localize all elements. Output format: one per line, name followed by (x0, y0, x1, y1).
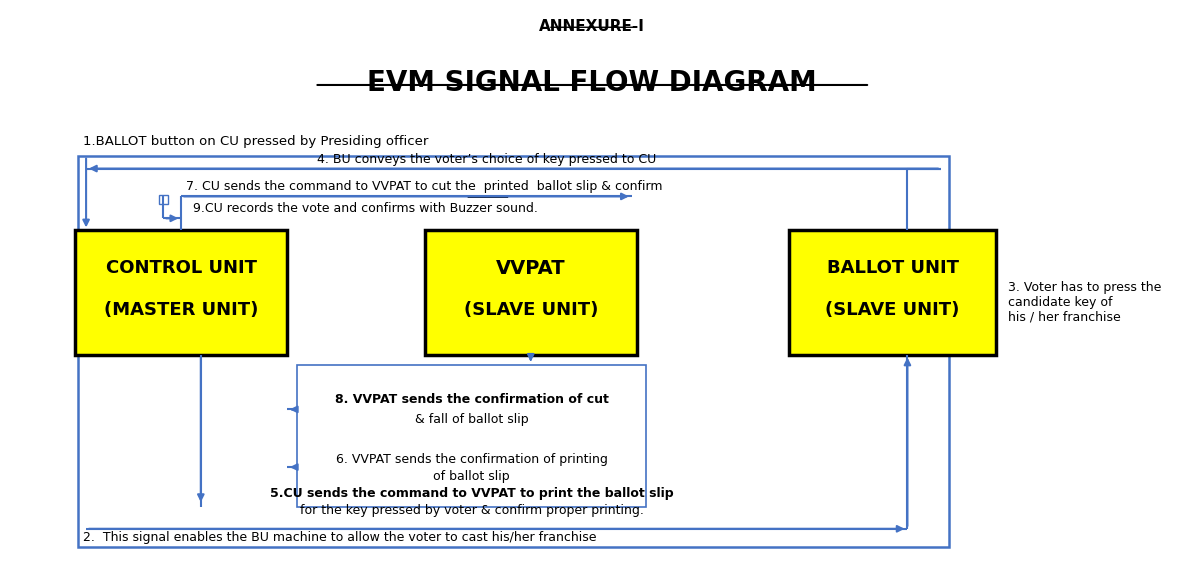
Bar (296, 365, 647, 507)
Text: & fall of ballot slip: & fall of ballot slip (415, 413, 528, 426)
Text: 2.  This signal enables the BU machine to allow the voter to cast his/her franch: 2. This signal enables the BU machine to… (83, 531, 596, 544)
Text: 8. VVPAT sends the confirmation of cut: 8. VVPAT sends the confirmation of cut (335, 393, 608, 406)
Text: VVPAT: VVPAT (496, 258, 565, 278)
Text: EVM SIGNAL FLOW DIAGRAM: EVM SIGNAL FLOW DIAGRAM (367, 69, 817, 97)
Bar (78, 156, 949, 547)
Bar (790, 230, 996, 354)
Bar (425, 230, 637, 354)
Bar (76, 230, 287, 354)
Text: 9.CU records the vote and confirms with Buzzer sound.: 9.CU records the vote and confirms with … (193, 203, 538, 215)
Text: ANNEXURE-I: ANNEXURE-I (539, 19, 646, 34)
Text: 4. BU conveys the voter’s choice of key pressed to CU: 4. BU conveys the voter’s choice of key … (317, 152, 655, 166)
Text: of ballot slip: of ballot slip (433, 469, 510, 483)
Text: (SLAVE UNIT): (SLAVE UNIT) (826, 301, 960, 319)
Text: 5.CU sends the command to VVPAT to print the ballot slip: 5.CU sends the command to VVPAT to print… (270, 488, 673, 501)
Bar (160, 195, 168, 204)
Text: 3. Voter has to press the
candidate key of
his / her franchise: 3. Voter has to press the candidate key … (1008, 281, 1162, 324)
Text: 7. CU sends the command to VVPAT to cut the  printed  ballot slip & confirm: 7. CU sends the command to VVPAT to cut … (186, 180, 662, 193)
Text: for the key pressed by voter & confirm proper printing.: for the key pressed by voter & confirm p… (300, 504, 643, 517)
Text: BALLOT UNIT: BALLOT UNIT (827, 259, 959, 277)
Text: CONTROL UNIT: CONTROL UNIT (106, 259, 257, 277)
Text: (MASTER UNIT): (MASTER UNIT) (104, 301, 258, 319)
Text: (SLAVE UNIT): (SLAVE UNIT) (463, 301, 598, 319)
Text: 1.BALLOT button on CU pressed by Presiding officer: 1.BALLOT button on CU pressed by Presidi… (83, 135, 428, 148)
Text: 6. VVPAT sends the confirmation of printing: 6. VVPAT sends the confirmation of print… (336, 453, 607, 465)
